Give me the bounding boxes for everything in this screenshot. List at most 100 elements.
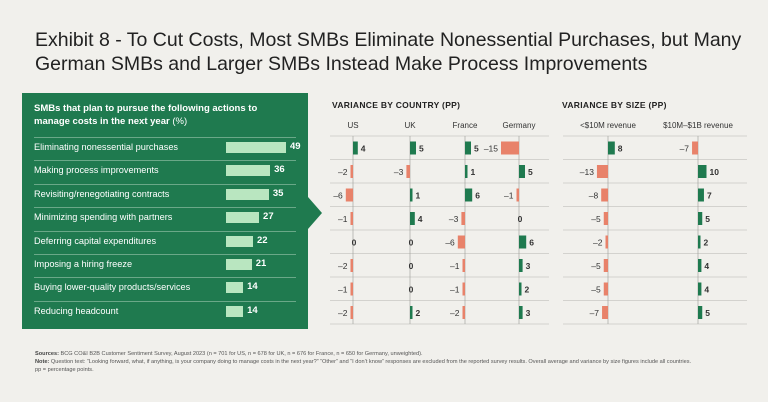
country-variance-bar: [519, 306, 523, 319]
panel-heading-text: SMBs that plan to pursue the following a…: [34, 103, 258, 127]
country-variance-bar: [465, 141, 471, 155]
size-variance-value: –5: [591, 285, 601, 295]
country-variance-value: –3: [449, 214, 459, 224]
country-variance-value: 0: [409, 261, 414, 271]
action-row: Making process improvements 36: [34, 160, 296, 182]
country-variance-bar: [516, 188, 519, 202]
country-variance-value: 5: [528, 167, 533, 177]
sources-label: Sources:: [35, 351, 59, 357]
size-variance-value: –8: [589, 191, 599, 201]
action-bar: [226, 282, 244, 294]
country-variance-value: –2: [338, 167, 348, 177]
row-divider: [34, 207, 296, 209]
pp-definition: pp = percentage points.: [35, 367, 94, 373]
size-variance-value: –5: [591, 261, 601, 271]
country-variance-bar: [462, 259, 465, 272]
action-bar: [226, 305, 244, 317]
action-value: 27: [263, 211, 274, 223]
size-variance-bar: [698, 282, 702, 296]
size-variance-bar: [698, 212, 703, 225]
row-divider: [34, 137, 296, 138]
action-label: Buying lower-quality products/services: [34, 282, 191, 293]
country-variance-bar: [350, 212, 353, 225]
action-value: 14: [247, 281, 258, 293]
country-variance-bar: [410, 141, 416, 155]
country-variance-bar: [519, 165, 525, 178]
country-variance-value: 3: [526, 261, 531, 271]
action-row: Reducing headcount 14: [34, 300, 296, 323]
country-variance-bar: [350, 165, 353, 178]
country-variance-value: 6: [475, 191, 480, 201]
country-variance-value: 0: [352, 238, 357, 248]
country-variance-value: –2: [450, 308, 460, 318]
country-variance-value: –2: [338, 308, 348, 318]
country-variance-value: 0: [518, 214, 523, 224]
country-variance-value: 4: [361, 144, 366, 154]
country-variance-bar: [345, 188, 353, 202]
country-variance-bar: [350, 282, 353, 296]
country-variance-bar: [462, 282, 465, 296]
country-variance-value: 0: [409, 285, 414, 295]
country-variance-value: –1: [504, 191, 514, 201]
size-variance-value: 8: [618, 144, 623, 154]
row-divider: [34, 183, 296, 185]
country-variance-value: 0: [409, 238, 414, 248]
country-variance-value: 6: [529, 238, 534, 248]
size-variance-value: 7: [707, 191, 712, 201]
country-variance-value: 3: [526, 308, 531, 318]
size-variance-value: –2: [593, 238, 603, 248]
action-value: 14: [247, 304, 258, 316]
action-row: Buying lower-quality products/services 14: [34, 277, 296, 299]
size-variance-bar: [698, 235, 701, 249]
country-variance-bar: [406, 165, 410, 178]
action-row: Revisiting/renegotiating contracts 35: [34, 183, 296, 206]
country-variance-bar: [519, 282, 522, 296]
footnotes: Sources: BCG CO&I B2B Customer Sentiment…: [35, 350, 760, 374]
size-variance-bar: [698, 259, 702, 272]
country-column-label: UK: [404, 121, 416, 130]
country-variance-value: 2: [525, 285, 530, 295]
size-section-title: VARIANCE BY SIZE (PP): [562, 100, 667, 110]
row-divider: [34, 160, 296, 162]
country-variance-bar: [457, 235, 465, 249]
country-variance-value: –6: [445, 238, 455, 248]
size-column-label: <$10M revenue: [580, 121, 636, 130]
country-variance-bar: [350, 259, 353, 272]
actions-panel: SMBs that plan to pursue the following a…: [22, 93, 308, 329]
country-variance-value: 2: [416, 308, 421, 318]
size-variance-bar: [692, 141, 698, 155]
row-divider: [34, 254, 296, 255]
sources-text: BCG CO&I B2B Customer Sentiment Survey, …: [60, 351, 423, 357]
action-row: Deferring capital expenditures 22: [34, 230, 296, 253]
action-label: Eliminating nonessential purchases: [34, 142, 179, 152]
note-label: Note:: [35, 359, 50, 365]
action-bar: [226, 188, 269, 200]
country-variance-value: 5: [474, 144, 479, 154]
size-variance-value: 5: [705, 214, 710, 224]
country-column-label: France: [453, 121, 478, 130]
country-variance-bar: [410, 212, 415, 225]
action-row: Minimizing spending with partners 27: [34, 207, 296, 229]
size-variance-value: –5: [591, 214, 601, 224]
country-variance-value: –1: [450, 261, 460, 271]
country-variance-value: –1: [450, 285, 460, 295]
size-variance-bar: [698, 165, 707, 178]
action-row: Imposing a hiring freeze 21: [34, 254, 296, 276]
country-variance-bar: [519, 235, 527, 249]
action-row: Eliminating nonessential purchases 49: [34, 137, 301, 159]
country-variance-bar: [350, 306, 353, 319]
country-variance-bar: [353, 141, 358, 155]
action-bar: [226, 259, 252, 270]
action-value: 36: [274, 164, 285, 176]
size-variance-bar: [603, 212, 608, 225]
action-value: 49: [290, 141, 301, 152]
size-variance-bar: [698, 306, 703, 319]
size-variance-value: 4: [704, 285, 709, 295]
country-variance-bar: [519, 259, 523, 272]
size-variance-value: 4: [704, 261, 709, 271]
country-variance-value: –15: [484, 144, 498, 154]
size-variance-value: 2: [704, 238, 709, 248]
size-variance-value: –7: [680, 144, 690, 154]
size-variance-bar: [698, 188, 704, 202]
